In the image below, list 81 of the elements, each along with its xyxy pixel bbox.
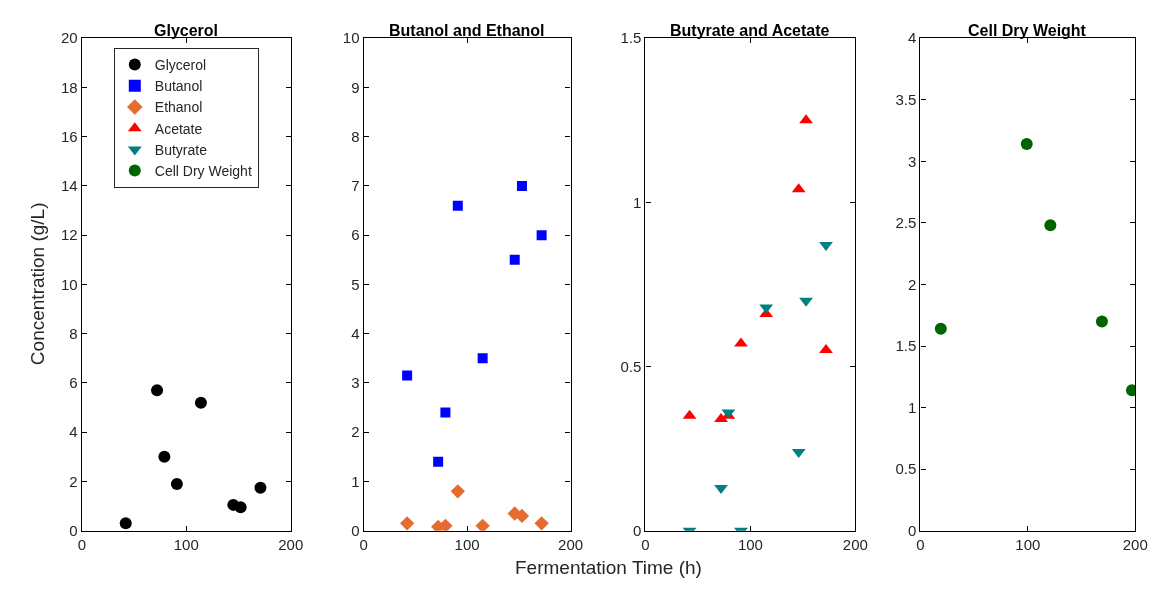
point xyxy=(399,516,415,531)
y-tick-label: 2 xyxy=(69,472,78,490)
x-tick-label: 100 xyxy=(454,535,480,553)
y-tick-label: 0.5 xyxy=(620,357,642,375)
point xyxy=(534,516,549,531)
point xyxy=(151,384,164,397)
y-tick-label: 4 xyxy=(69,423,78,441)
x-axis-title: Fermentation Time (h) xyxy=(515,557,702,578)
point xyxy=(734,337,748,347)
point xyxy=(1095,315,1108,328)
y-tick-label: 6 xyxy=(69,374,78,392)
chart-title: Butyrate and Acetate xyxy=(670,22,830,39)
y-tick-label: 14 xyxy=(61,177,78,195)
point xyxy=(516,180,527,191)
x-tick-label: 100 xyxy=(173,535,199,553)
y-tick-label: 3 xyxy=(907,152,917,170)
legend-label: Butyrate xyxy=(154,141,208,158)
y-tick-label: 1 xyxy=(351,472,360,490)
point xyxy=(452,200,463,211)
y-tick-label: 18 xyxy=(61,78,78,96)
point xyxy=(475,518,490,531)
y-tick-label: 8 xyxy=(351,127,360,145)
y-tick-label: 0 xyxy=(907,521,917,539)
y-tick-label: 2 xyxy=(351,423,360,441)
y-tick-label: 7 xyxy=(351,177,360,195)
y-tick-label: 3 xyxy=(351,374,360,392)
y-tick-label: 0.5 xyxy=(895,460,917,478)
legend-label: Acetate xyxy=(154,120,203,137)
legend-label: Cell Dry Weight xyxy=(154,163,252,180)
point xyxy=(119,517,132,530)
x-tick-label: 200 xyxy=(558,535,584,553)
y-tick-label: 12 xyxy=(61,226,78,244)
point xyxy=(477,353,488,364)
y-tick-label: 2.5 xyxy=(895,214,917,232)
y-tick-label: 1 xyxy=(632,193,642,211)
x-tick-label: 200 xyxy=(1122,535,1148,553)
y-tick-label: 4 xyxy=(907,29,917,47)
y-tick-label: 1 xyxy=(907,398,917,416)
x-tick-label: 100 xyxy=(1015,535,1041,553)
y-tick-label: 8 xyxy=(69,324,78,342)
y-tick-label: 0 xyxy=(632,521,642,539)
point xyxy=(402,370,413,381)
y-tick-label: 10 xyxy=(342,29,360,47)
point xyxy=(934,322,947,335)
y-tick-label: 4 xyxy=(351,324,360,342)
point xyxy=(440,407,451,418)
point xyxy=(536,230,547,241)
y-tick-label: 6 xyxy=(351,226,360,244)
legend-label: Butanol xyxy=(154,78,203,95)
x-tick-label: 200 xyxy=(278,535,304,553)
point xyxy=(194,396,207,409)
chart-title: Cell Dry Weight xyxy=(968,22,1087,39)
x-tick-label: 100 xyxy=(737,535,763,553)
y-tick-label: 0 xyxy=(351,521,360,539)
point xyxy=(1020,138,1033,151)
y-tick-label: 16 xyxy=(61,127,78,145)
y-tick-label: 10 xyxy=(61,275,78,293)
chart-title: Glycerol xyxy=(154,22,219,39)
point xyxy=(170,477,183,490)
point xyxy=(509,254,520,265)
chart-title: Butanol and Ethanol xyxy=(389,22,545,39)
point xyxy=(819,344,833,354)
legend-label: Ethanol xyxy=(154,99,203,116)
point xyxy=(450,484,465,499)
y-tick-label: 5 xyxy=(351,275,360,293)
point xyxy=(799,114,813,124)
point xyxy=(158,450,171,463)
point xyxy=(1044,219,1057,232)
x-tick-label: 200 xyxy=(842,535,868,553)
y-tick-label: 2 xyxy=(907,275,917,293)
point xyxy=(254,481,267,494)
y-tick-label: 3.5 xyxy=(895,90,917,108)
y-tick-label: 9 xyxy=(351,78,360,96)
y-tick-label: 0 xyxy=(69,521,78,539)
y-tick-label: 1.5 xyxy=(895,337,917,355)
y-tick-label: 1.5 xyxy=(620,29,642,47)
y-axis-title: Concentration (g/L) xyxy=(27,202,49,366)
point xyxy=(433,456,444,467)
legend-label: Glycerol xyxy=(154,57,207,74)
point xyxy=(234,501,247,514)
y-tick-label: 20 xyxy=(61,29,78,47)
